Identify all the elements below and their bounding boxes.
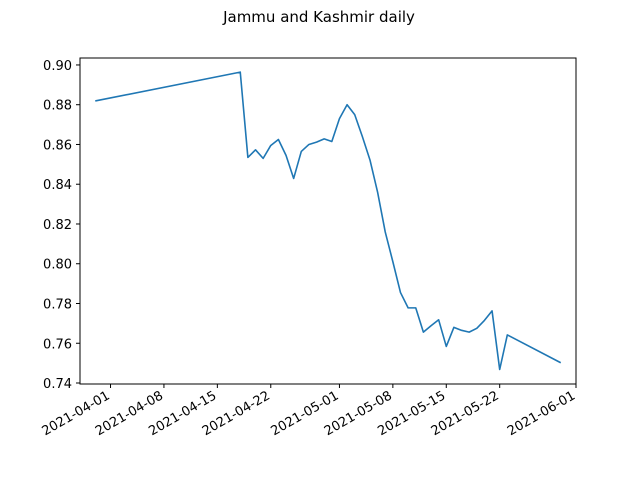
x-axis: 2021-04-012021-04-082021-04-152021-04-22…: [40, 384, 578, 439]
plot-frame: [79, 57, 577, 385]
y-tick-label: 0.74: [43, 377, 72, 392]
y-tick-label: 0.84: [43, 178, 72, 193]
y-tick-label: 0.88: [43, 99, 72, 114]
y-tick-label: 0.86: [43, 138, 72, 153]
y-tick-label: 0.80: [43, 258, 72, 273]
y-tick-label: 0.82: [43, 218, 72, 233]
y-tick-label: 0.78: [43, 297, 72, 312]
x-tick-label: 2021-06-01: [505, 388, 578, 439]
chart-title: Jammu and Kashmir daily: [222, 8, 415, 26]
series-line-0: [95, 71, 562, 371]
plot-area: [95, 71, 562, 371]
y-tick-label: 0.90: [43, 59, 72, 74]
y-axis: 0.74 0.76 0.78 0.80 0.82 0.84 0.86 0.88 0.90: [43, 59, 80, 392]
y-tick-label: 0.76: [43, 337, 72, 352]
